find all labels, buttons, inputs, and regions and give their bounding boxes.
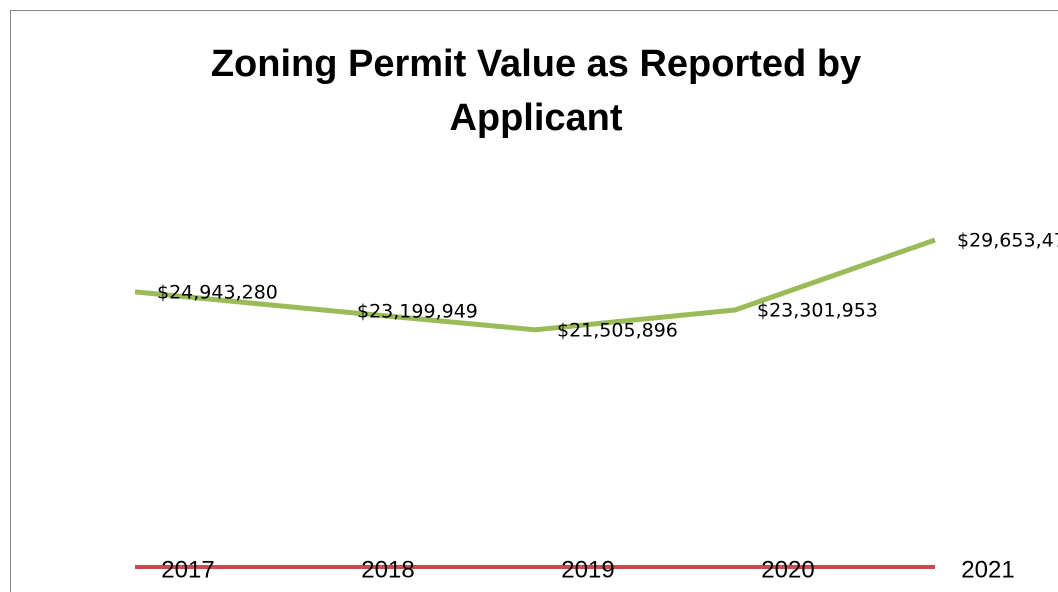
data-label: $23,199,949	[357, 301, 478, 323]
x-tick-label: 2020	[761, 556, 814, 583]
data-label: $29,653,478	[957, 229, 1058, 251]
data-label: $23,301,953	[757, 300, 878, 322]
x-tick-label: 2021	[961, 556, 1014, 583]
line-series	[134, 237, 936, 333]
data-label: $24,943,280	[157, 281, 278, 303]
x-tick-label: 2017	[161, 556, 214, 583]
chart-frame	[10, 10, 1058, 592]
x-tick-label: 2019	[561, 556, 614, 583]
x-tick-label: 2018	[361, 556, 414, 583]
chart-title: Applicant	[449, 97, 622, 139]
data-label: $21,505,896	[557, 319, 678, 341]
chart-title: Zoning Permit Value as Reported by	[211, 43, 861, 85]
